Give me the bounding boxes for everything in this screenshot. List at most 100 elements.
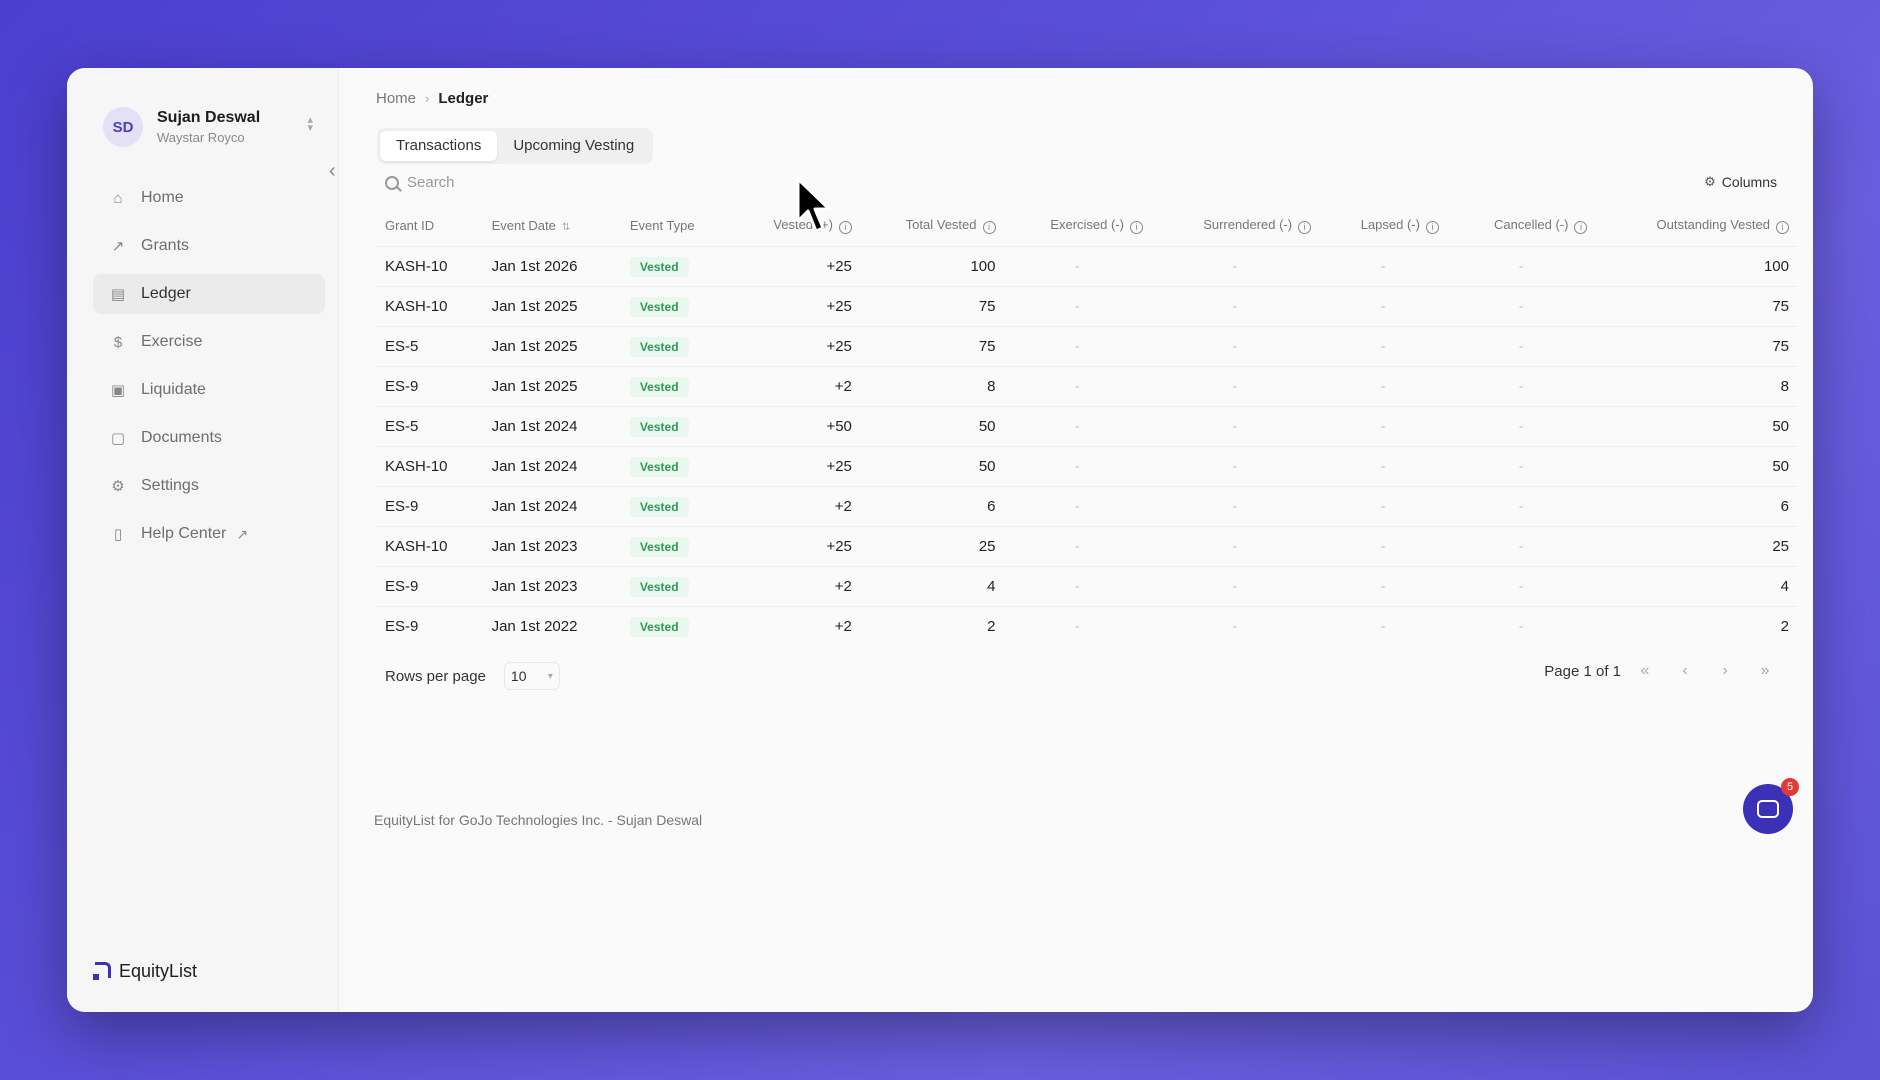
status-badge: Vested [629,256,689,277]
footer-text: EquityList for GoJo Technologies Inc. - … [374,812,703,828]
header-outstanding-vested: Outstanding Vested i [1595,206,1797,246]
rows-per-page-label: Rows per page [385,667,486,685]
header-event-date[interactable]: Event Date ⇅ [491,218,571,234]
header-grant-id: Grant ID [385,218,435,234]
trend-icon: ↗ [111,238,125,255]
info-icon[interactable]: i [1776,221,1789,235]
cell-event-type: Vested [621,605,732,646]
cell-grant-id: KASH-10 [377,285,484,326]
sidebar-item-label: Home [141,189,184,206]
cell-lapsed: - [1319,325,1447,366]
sidebar-item-exercise[interactable]: $ Exercise [93,322,325,362]
breadcrumb-home[interactable]: Home [376,90,417,107]
sidebar-item-home[interactable]: ⌂ Home [93,178,325,218]
search-input[interactable]: Search [385,174,455,191]
first-page-icon[interactable]: « [1640,662,1650,679]
cell-event-date: Jan 1st 2025 [483,285,622,326]
columns-button[interactable]: ⚙ Columns [1704,174,1777,190]
sidebar-item-label: Documents [141,429,222,446]
dollar-icon: $ [113,333,123,351]
chevron-updown-icon[interactable]: ▴ ▾ [307,114,313,134]
info-icon[interactable]: i [1129,221,1143,235]
sidebar-item-liquidate[interactable]: ▣ Liquidate [93,370,325,410]
cell-outstanding-vested: 75 [1595,285,1797,326]
tab-upcoming-vesting[interactable]: Upcoming Vesting [513,137,635,154]
sidebar-item-documents[interactable]: ▢ Documents [93,418,325,458]
table-row[interactable]: ES-5 Jan 1st 2024 Vested +50 50- - - -50 [377,405,1797,446]
table-row[interactable]: KASH-10 Jan 1st 2023 Vested +25 25- - - -25 [377,525,1797,566]
cell-surrendered: - [1150,445,1320,486]
table-row[interactable]: KASH-10 Jan 1st 2026 Vested +25 100- - - -100 [377,245,1797,286]
last-page-icon[interactable]: » [1760,662,1770,679]
status-badge: Vested [629,536,689,557]
sidebar-item-grants[interactable]: ↗ Grants [93,226,325,266]
cell-event-date: Jan 1st 2023 [483,565,622,606]
cell-event-date: Jan 1st 2023 [483,525,622,566]
ledger-icon: ▤ [110,286,126,303]
user-switcher[interactable]: SD Sujan Deswal Waystar Royco ▴ ▾ [103,102,313,152]
info-icon[interactable]: i [1425,221,1439,235]
cell-surrendered: - [1150,245,1320,286]
table-row[interactable]: KASH-10 Jan 1st 2025 Vested +25 75- - - -75 [377,285,1797,326]
cell-cancelled: - [1446,565,1596,606]
table-row[interactable]: ES-9 Jan 1st 2022 Vested +2 2- - - -2 [377,605,1797,646]
sidebar-item-settings[interactable]: ⚙ Settings [93,466,325,506]
sort-icon[interactable]: ⇅ [561,222,571,234]
cell-cancelled: - [1446,245,1596,286]
cell-grant-id: ES-9 [377,565,484,606]
info-icon[interactable]: i [838,221,852,235]
cell-vested: +25 [731,525,860,566]
page-indicator: Page 1 of 1 [1544,662,1621,680]
chat-button[interactable]: 5 [1743,778,1799,834]
sidebar-item-ledger[interactable]: ▤ Ledger [93,274,325,314]
cell-cancelled: - [1446,285,1596,326]
cell-exercised: - [1003,605,1151,646]
status-badge: Vested [629,576,689,597]
gear-icon: ⚙ [111,478,125,495]
brand-logo: EquityList [93,960,197,982]
cell-event-type: Vested [621,485,732,526]
cell-outstanding-vested: 6 [1595,485,1797,526]
cell-event-date: Jan 1st 2024 [483,485,622,526]
table-row[interactable]: KASH-10 Jan 1st 2024 Vested +25 50- - - -50 [377,445,1797,486]
info-icon[interactable]: i [982,221,996,235]
cell-event-date: Jan 1st 2022 [483,605,622,646]
table-header-row: Grant ID Event Date ⇅ Event Type Vested (… [377,206,1797,246]
header-event-type: Event Type [629,218,695,234]
sidebar-item-help-center[interactable]: ▯ Help Center ↗ [93,514,325,554]
cell-outstanding-vested: 50 [1595,405,1797,446]
collapse-sidebar-icon[interactable]: ‹ [329,160,336,182]
rows-per-page-select[interactable]: 10 ▾ [503,662,560,690]
table-row[interactable]: ES-5 Jan 1st 2025 Vested +25 75- - - -75 [377,325,1797,366]
sidebar-item-label: Ledger [141,285,191,302]
cell-vested: +25 [731,445,860,486]
info-icon[interactable]: i [1298,221,1312,235]
cell-event-date: Jan 1st 2024 [483,405,622,446]
tab-transactions[interactable]: Transactions [380,131,498,161]
table-row[interactable]: ES-9 Jan 1st 2023 Vested +2 4- - - -4 [377,565,1797,606]
cell-outstanding-vested: 25 [1595,525,1797,566]
chat-icon [1757,800,1779,818]
cell-event-type: Vested [621,565,732,606]
cell-vested: +25 [731,285,860,326]
status-badge: Vested [629,376,689,397]
cell-grant-id: ES-5 [377,325,484,366]
table-row[interactable]: ES-9 Jan 1st 2024 Vested +2 6- - - -6 [377,485,1797,526]
next-page-icon[interactable]: › [1722,662,1728,679]
cell-lapsed: - [1319,565,1447,606]
sidebar-item-label: Settings [141,477,199,494]
table-row[interactable]: ES-9 Jan 1st 2025 Vested +2 8- - - -8 [377,365,1797,406]
sidebar-item-label: Grants [141,237,190,254]
cell-cancelled: - [1446,405,1596,446]
cell-total-vested: 6 [859,485,1004,526]
cell-cancelled: - [1446,365,1596,406]
document-icon: ▢ [110,430,126,447]
info-icon[interactable]: i [1574,221,1588,235]
settings-icon: ⚙ [1704,174,1716,189]
header-cancelled: Cancelled (-) i [1447,206,1595,246]
prev-page-icon[interactable]: ‹ [1682,662,1688,679]
home-icon: ⌂ [113,189,123,207]
cell-exercised: - [1003,285,1151,326]
cell-grant-id: KASH-10 [377,245,484,286]
external-link-icon: ↗ [236,525,249,542]
